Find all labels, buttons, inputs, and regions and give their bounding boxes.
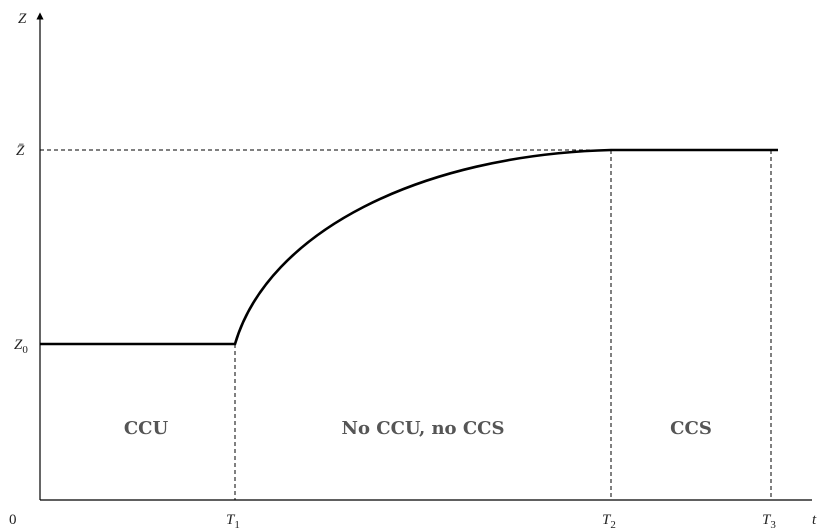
t1-sub: 1: [234, 519, 240, 531]
region-label: No CCU, no CCS: [342, 418, 505, 439]
t1-base: T: [226, 512, 236, 528]
trajectory: [40, 148, 778, 346]
t2-label: T2: [602, 512, 616, 531]
t3-sub: 3: [770, 519, 776, 531]
t2-sub: 2: [610, 519, 616, 531]
x-axis-label: t: [812, 512, 817, 528]
t3-base: T: [762, 512, 772, 528]
z0-sub: 0: [22, 344, 28, 356]
guides: [40, 149, 772, 500]
z0-base: Z: [14, 337, 23, 353]
t3-label: T3: [762, 512, 776, 531]
t2-base: T: [602, 512, 612, 528]
region-label: CCS: [670, 418, 712, 439]
z0-label: Z0: [14, 337, 28, 356]
y-axis-label: Z: [18, 11, 27, 27]
origin-label: 0: [9, 512, 17, 528]
t1-label: T1: [226, 512, 240, 531]
z-bar-label: Z̄: [16, 143, 25, 159]
region-label: CCU: [124, 418, 169, 439]
